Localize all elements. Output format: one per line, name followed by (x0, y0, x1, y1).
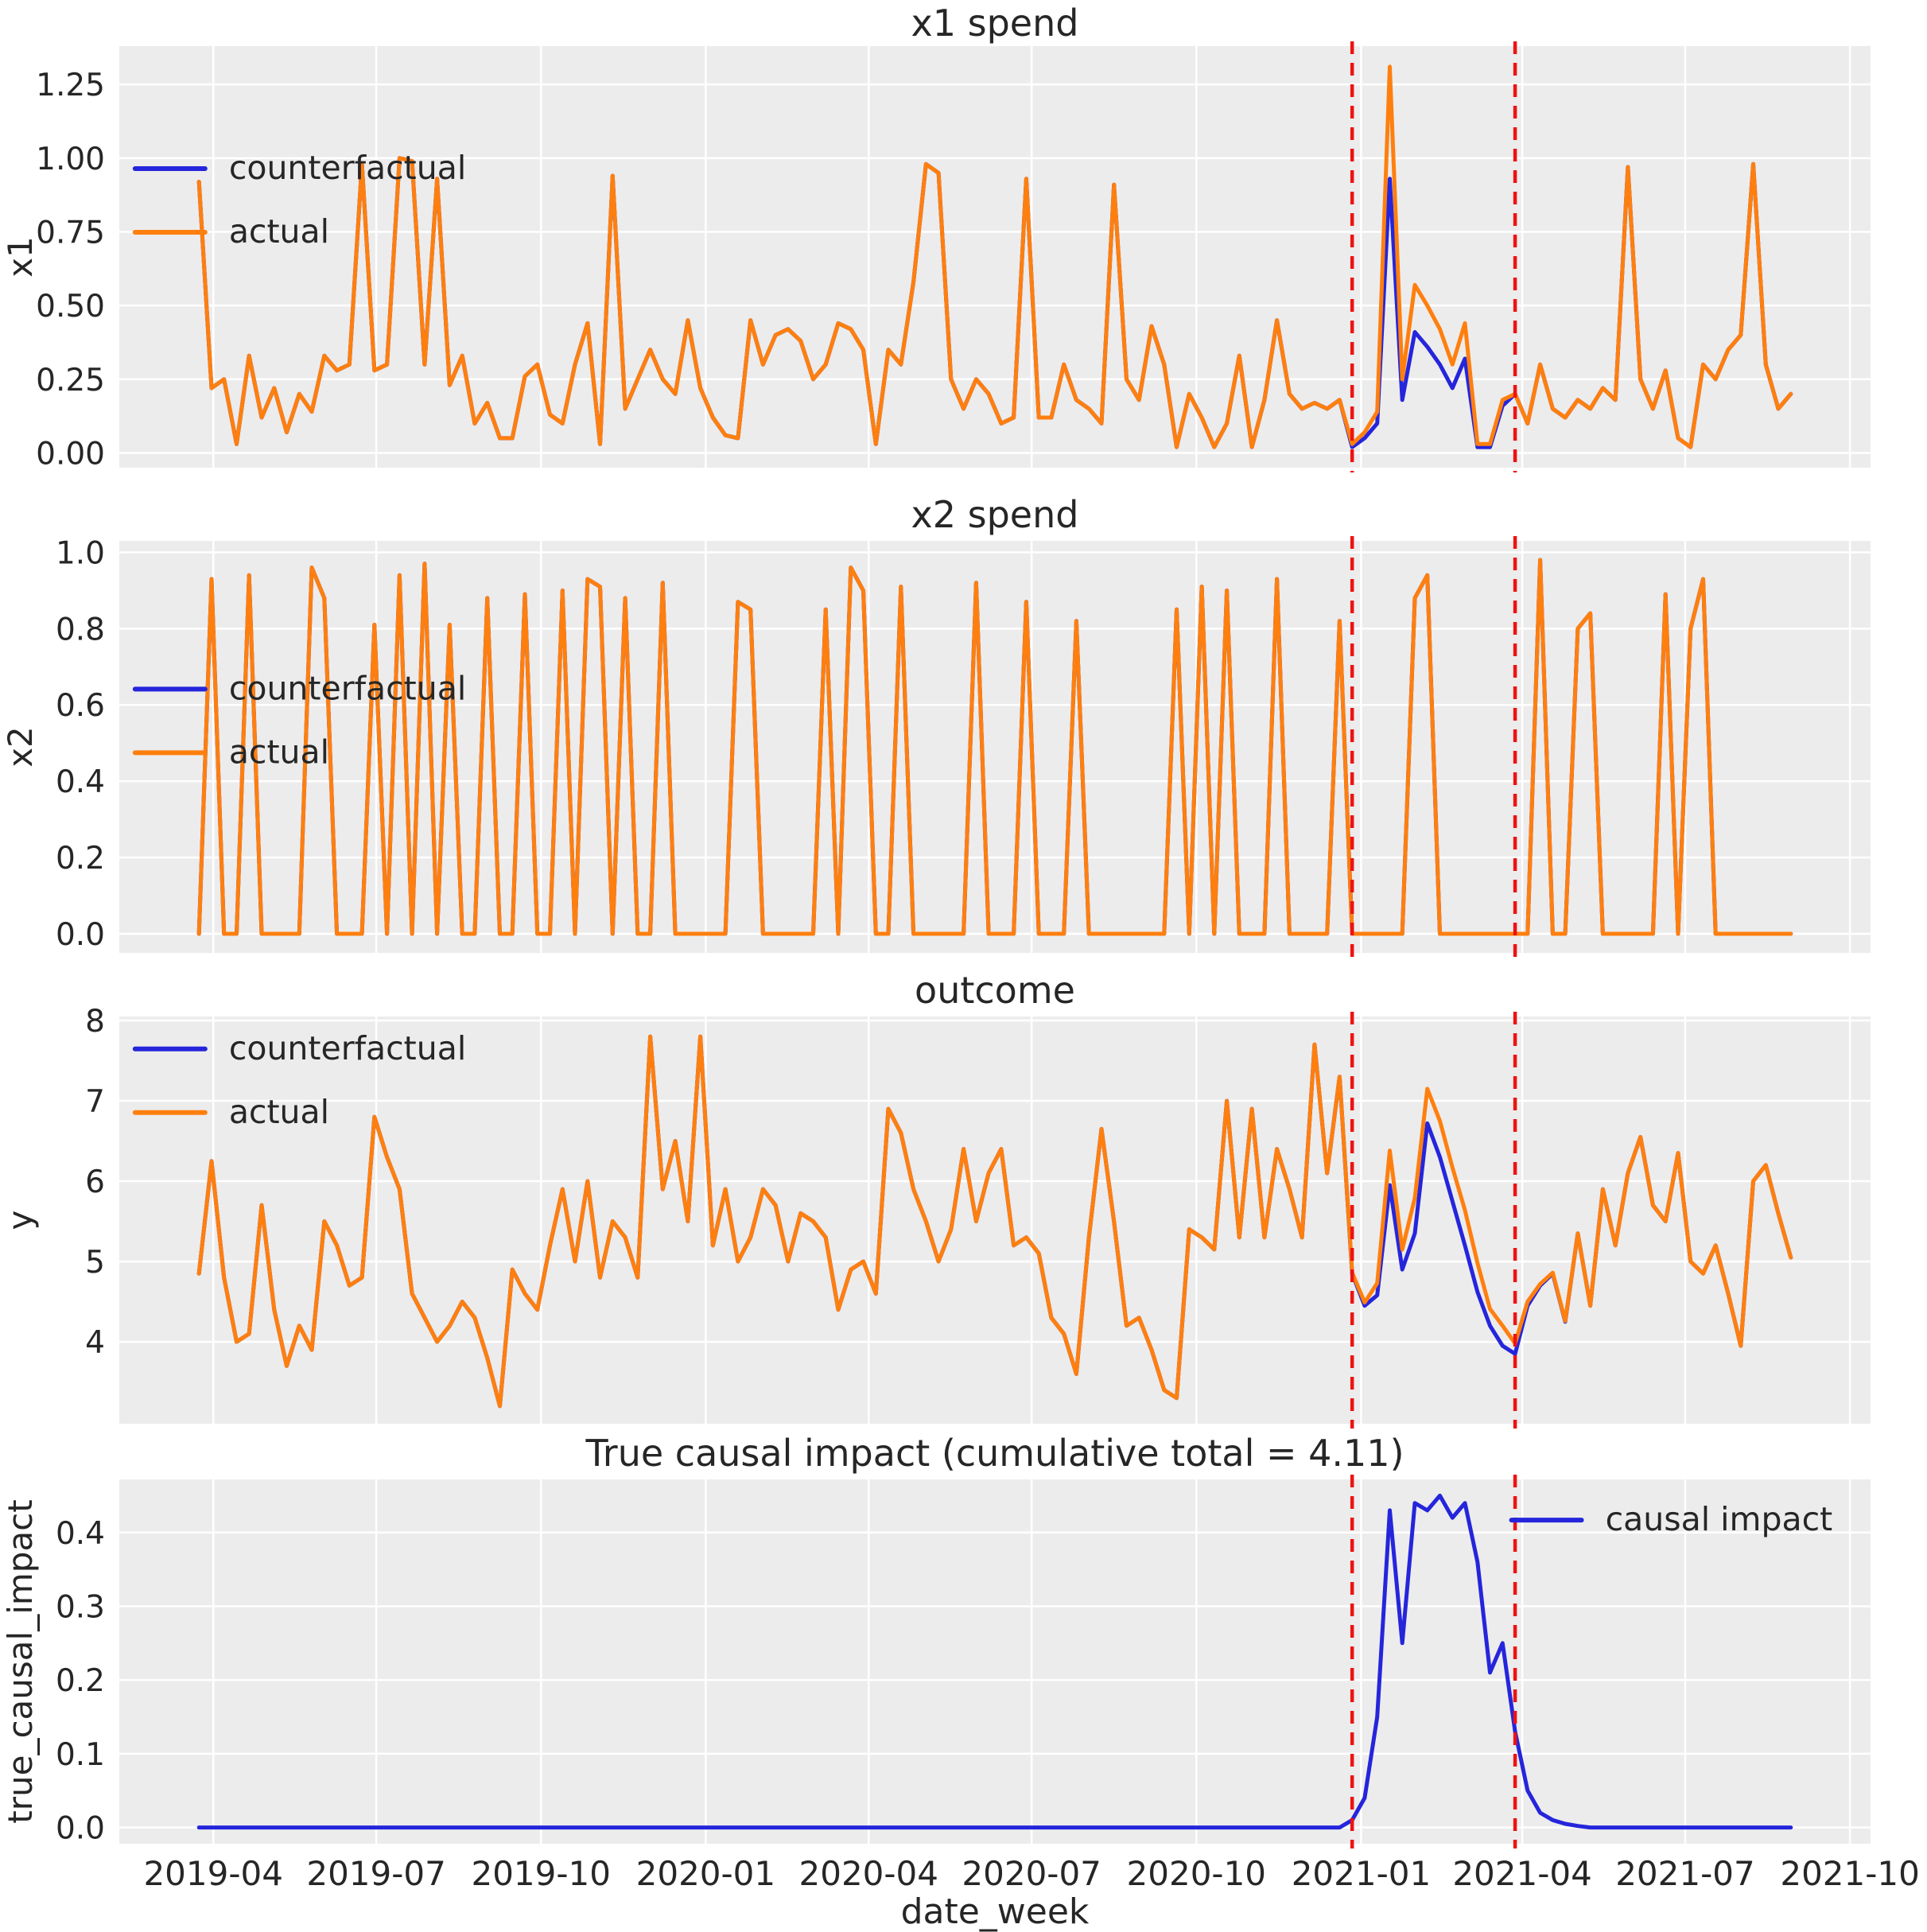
legend: counterfactual actual (132, 149, 466, 251)
plot-x2-spend: 0.0 0.2 0.4 0.6 0.8 1.0 x2 counterfactual actual (0, 487, 1927, 961)
legend-label-counterfactual: counterfactual (229, 669, 466, 707)
legend: counterfactual actual (132, 1029, 466, 1131)
svg-text:2019-10: 2019-10 (471, 1854, 611, 1893)
legend: counterfactual actual (132, 669, 466, 771)
svg-text:1.0: 1.0 (56, 535, 105, 571)
chart-title-true-causal-impact: True causal impact (cumulative total = 4… (585, 1432, 1404, 1475)
svg-text:0.2: 0.2 (56, 1663, 105, 1699)
svg-text:0.50: 0.50 (36, 289, 105, 325)
svg-text:2021-10: 2021-10 (1780, 1854, 1920, 1893)
svg-text:2020-04: 2020-04 (799, 1854, 939, 1893)
svg-text:2021-04: 2021-04 (1452, 1854, 1592, 1893)
svg-text:4: 4 (85, 1325, 105, 1361)
legend-label-counterfactual: counterfactual (229, 149, 466, 187)
svg-text:7: 7 (85, 1084, 105, 1120)
legend-label-actual: actual (229, 1093, 329, 1131)
legend: causal impact (1509, 1500, 1833, 1538)
svg-text:2021-07: 2021-07 (1615, 1854, 1755, 1893)
series-line-actual (196, 1034, 1793, 1409)
chart-svg-1: 0.0 0.2 0.4 0.6 0.8 1.0 x2 counterfactual actual (1, 535, 1871, 958)
x-tick-labels: 2019-04 2019-07 2019-10 2020-01 2020-04 2020-… (143, 1854, 1919, 1893)
svg-text:0.4: 0.4 (56, 764, 105, 800)
chart-outcome: outcome 4 5 6 7 8 y counterfactual actual (0, 961, 1927, 1432)
plot-true-causal-impact: 0.0 0.1 0.2 0.3 0.4 true_causal_impact causal … (0, 1432, 1927, 1927)
svg-text:2019-04: 2019-04 (143, 1854, 283, 1893)
y-tick-labels: 0.0 0.1 0.2 0.3 0.4 (56, 1516, 105, 1847)
svg-text:1.00: 1.00 (36, 142, 105, 177)
gridlines (119, 46, 1871, 468)
svg-text:2019-07: 2019-07 (306, 1854, 446, 1893)
svg-text:0.2: 0.2 (56, 841, 105, 877)
svg-text:0.4: 0.4 (56, 1516, 105, 1552)
legend-label-actual: actual (229, 212, 329, 251)
series-line-actual (196, 558, 1793, 936)
svg-text:0.75: 0.75 (36, 215, 105, 251)
svg-text:0.0: 0.0 (56, 1811, 105, 1847)
plot-outcome: 4 5 6 7 8 y counterfactual actual (0, 961, 1927, 1432)
chart-svg-0: 0.00 0.25 0.50 0.75 1.00 1.25 x1 counterfactual… (1, 41, 1871, 472)
chart-title-x1-spend: x1 spend (911, 2, 1079, 45)
svg-text:2021-01: 2021-01 (1292, 1854, 1432, 1893)
svg-text:5: 5 (85, 1245, 105, 1281)
chart-x1-spend: x1 spend 0.00 0.25 0.50 0.75 1.00 1.25 x1 count… (0, 0, 1927, 487)
chart-svg-3: 0.0 0.1 0.2 0.3 0.4 true_causal_impact causal … (1, 1475, 1920, 1893)
y-tick-labels: 4 5 6 7 8 (85, 1004, 105, 1361)
chart-title-outcome: outcome (915, 969, 1075, 1012)
chart-svg-2: 4 5 6 7 8 y counterfactual actual (1, 1004, 1871, 1429)
legend-label-causal-impact: causal impact (1606, 1500, 1833, 1538)
axes-background (119, 541, 1871, 953)
series-line-causal-impact (196, 1493, 1793, 1830)
svg-text:0.1: 0.1 (56, 1737, 105, 1773)
svg-text:1.25: 1.25 (36, 68, 105, 103)
chart-x2-spend: x2 spend 0.0 0.2 0.4 0.6 0.8 1.0 x2 counterfact… (0, 487, 1927, 961)
svg-text:0.6: 0.6 (56, 688, 105, 724)
gridlines (119, 1017, 1871, 1424)
svg-text:0.3: 0.3 (56, 1589, 105, 1625)
svg-text:2020-10: 2020-10 (1127, 1854, 1267, 1893)
y-axis-label-x2: x2 (1, 726, 40, 768)
svg-text:0.00: 0.00 (36, 436, 105, 472)
axes-background (119, 46, 1871, 468)
svg-text:8: 8 (85, 1004, 105, 1040)
x-axis-label: date_week (900, 1891, 1090, 1932)
axes-background (119, 1017, 1871, 1424)
svg-text:0.25: 0.25 (36, 363, 105, 398)
legend-label-actual: actual (229, 733, 329, 771)
svg-text:0.8: 0.8 (56, 612, 105, 647)
chart-title-x2-spend: x2 spend (911, 493, 1079, 536)
svg-text:2020-01: 2020-01 (636, 1854, 776, 1893)
y-axis-label-x1: x1 (1, 236, 40, 278)
chart-true-causal-impact: True causal impact (cumulative total = 4… (0, 1432, 1927, 1932)
y-tick-labels: 0.00 0.25 0.50 0.75 1.00 1.25 (36, 68, 105, 472)
y-tick-labels: 0.0 0.2 0.4 0.6 0.8 1.0 (56, 535, 105, 953)
svg-text:2020-07: 2020-07 (962, 1854, 1101, 1893)
y-axis-label-y: y (1, 1211, 40, 1230)
y-axis-label-true_causal_impact: true_causal_impact (1, 1499, 40, 1823)
series-line-actual (196, 64, 1793, 449)
plot-x1-spend: 0.00 0.25 0.50 0.75 1.00 1.25 x1 counterfactual… (0, 0, 1927, 487)
svg-text:6: 6 (85, 1164, 105, 1200)
legend-label-counterfactual: counterfactual (229, 1029, 466, 1067)
axes-background (119, 1479, 1871, 1844)
svg-text:0.0: 0.0 (56, 917, 105, 953)
